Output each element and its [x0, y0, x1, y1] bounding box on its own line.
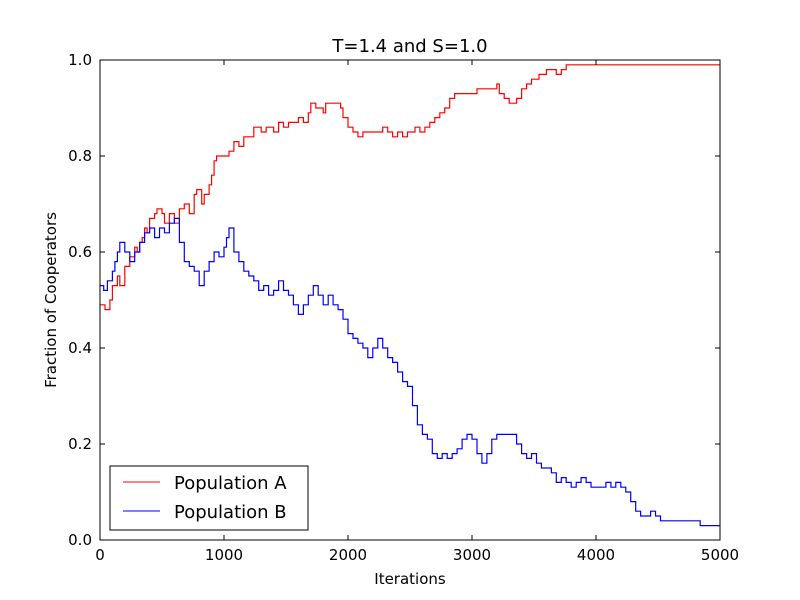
y-tick-label: 0.2	[68, 435, 92, 453]
x-axis-ticks: 0 1000 2000 3000 4000 5000	[95, 60, 739, 564]
y-axis-ticks: 0.0 0.2 0.4 0.6 0.8 1.0	[68, 51, 720, 549]
y-tick-label: 0.8	[68, 147, 92, 165]
y-tick-label: 0.6	[68, 243, 92, 261]
y-tick-label: 0.4	[68, 339, 92, 357]
x-axis-label: Iterations	[374, 570, 446, 588]
legend-label-population-b: Population B	[174, 502, 287, 523]
chart-title: T=1.4 and S=1.0	[331, 36, 487, 57]
y-tick-label: 0.0	[68, 531, 92, 549]
plot-area	[99, 59, 721, 541]
x-tick-label: 3000	[453, 546, 491, 564]
series-line-population-b	[100, 217, 720, 527]
x-tick-label: 2000	[329, 546, 367, 564]
legend: Population A Population B	[109, 465, 309, 531]
plot-frame	[99, 59, 721, 541]
x-tick-label: 0	[95, 546, 105, 564]
x-tick-label: 1000	[205, 546, 243, 564]
x-tick-label: 4000	[577, 546, 615, 564]
x-tick-label: 5000	[701, 546, 739, 564]
legend-box	[109, 465, 309, 531]
y-tick-label: 1.0	[68, 51, 92, 69]
legend-label-population-a: Population A	[174, 473, 287, 494]
y-axis-label: Fraction of Cooperators	[42, 212, 60, 388]
series-layer	[100, 64, 720, 527]
series-line-population-a	[100, 64, 720, 311]
